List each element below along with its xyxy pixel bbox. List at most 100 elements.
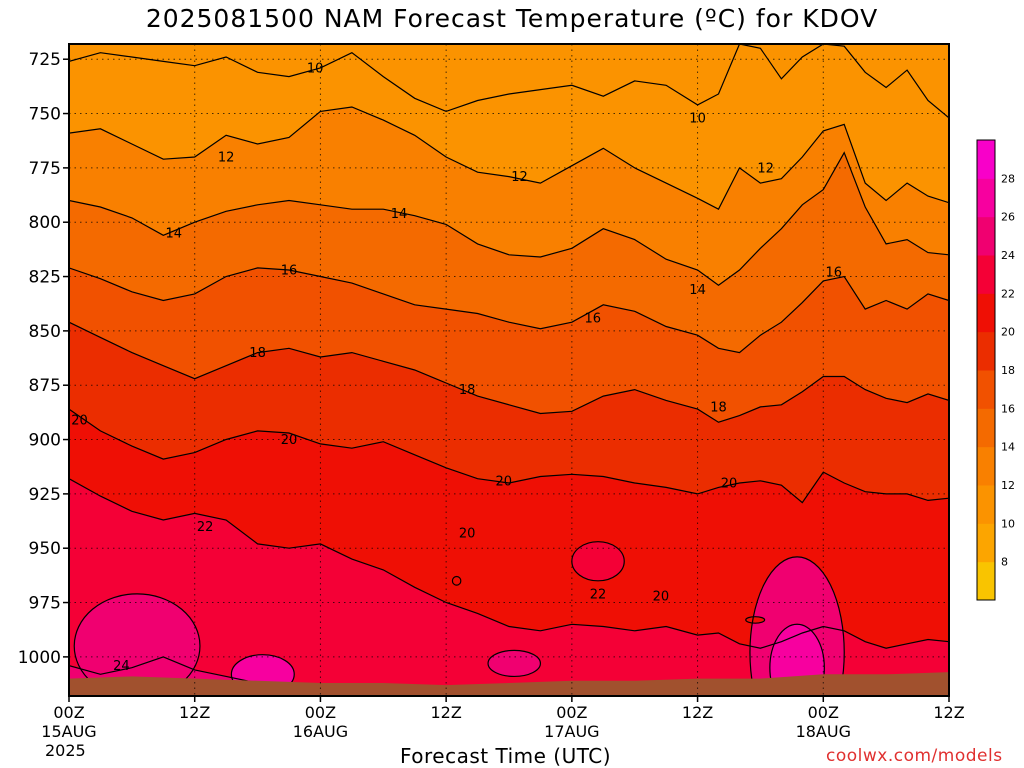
contour-label-12: 12 — [511, 170, 528, 185]
x-tick-date: 17AUG — [544, 722, 599, 741]
warm-pocket-outline-3 — [749, 556, 845, 696]
x-tick-label: 12Z — [179, 703, 210, 722]
colorbar-tick-label: 22 — [1001, 287, 1015, 300]
x-tick-date: 18AUG — [796, 722, 851, 741]
x-axis-title: Forecast Time (UTC) — [400, 744, 612, 768]
plot-frame — [68, 43, 950, 697]
cool-pocket-1 — [452, 576, 461, 586]
y-tick-label: 950 — [29, 539, 61, 559]
colorbar-tick-label: 12 — [1001, 479, 1015, 492]
warm-pocket-outline-4 — [769, 623, 825, 696]
contour-label-18: 18 — [249, 346, 266, 361]
contour-label-20: 20 — [495, 474, 512, 489]
colorbar-swatch — [977, 523, 995, 563]
contour-label-14: 14 — [689, 283, 706, 298]
colorbar-tick-label: 16 — [1001, 402, 1015, 415]
y-tick-label: 875 — [29, 376, 61, 396]
colorbar-swatch — [977, 216, 995, 256]
colorbar-swatch — [977, 446, 995, 486]
contour-line-10 — [69, 44, 949, 119]
contour-label-18: 18 — [710, 400, 727, 415]
colorbar-swatch — [977, 293, 995, 333]
y-tick-label: 825 — [29, 268, 61, 288]
colorbar-swatch — [977, 408, 995, 448]
x-tick-label: 12Z — [682, 703, 713, 722]
contour-label-14: 14 — [391, 207, 408, 222]
cool-pocket-outline-2 — [745, 616, 766, 624]
contour-label-20: 20 — [71, 413, 88, 428]
colorbar-swatch — [977, 140, 995, 179]
contour-label-16: 16 — [585, 311, 602, 326]
contour-labels: 10 10 12 12 12 14 14 14 16 16 16 18 18 18 20 20 20 20 20 20… — [71, 61, 842, 674]
cool-pocket-2 — [745, 616, 765, 624]
chart-title: 2025081500 NAM Forecast Temperature (ºC)… — [145, 4, 879, 33]
contour-label-14: 14 — [165, 227, 182, 242]
colorbar-swatch — [977, 255, 995, 294]
y-tick-label: 850 — [29, 322, 61, 342]
source-credit: coolwx.com/models — [826, 746, 1003, 766]
terrain-layer — [69, 672, 949, 696]
contour-label-12: 12 — [218, 151, 235, 166]
cool-pocket-0 — [571, 541, 625, 581]
y-tick-label: 800 — [29, 213, 61, 233]
colorbar-swatch — [977, 485, 995, 524]
x-tick-year: 2025 — [45, 741, 86, 760]
colorbar-swatch — [977, 561, 995, 601]
contour-label-20: 20 — [653, 590, 670, 605]
y-tick-label: 1000 — [18, 648, 61, 668]
contour-label-10: 10 — [307, 61, 324, 76]
contour-label-18: 18 — [459, 383, 476, 398]
contour-label-16: 16 — [825, 266, 842, 281]
x-tick-date: 15AUG — [41, 722, 96, 741]
contour-label-20: 20 — [459, 527, 476, 542]
contour-line-16 — [69, 267, 949, 354]
terrain-fill — [69, 672, 949, 696]
colorbar-swatch — [977, 370, 995, 409]
contour-label-10: 10 — [689, 111, 706, 126]
colorbar-swatch — [977, 331, 995, 371]
x-tick-label: 00Z — [53, 703, 84, 722]
x-tick-label: 00Z — [556, 703, 587, 722]
colorbar-tick-label: 20 — [1001, 326, 1015, 339]
x-tick-label: 12Z — [430, 703, 461, 722]
y-tick-label: 900 — [29, 431, 61, 451]
x-tick-label: 00Z — [808, 703, 839, 722]
temperature-fills — [69, 44, 949, 696]
y-axis: 725 750 775 800 825 850 875 900 925 950 975 1000 — [18, 50, 69, 668]
y-tick-label: 725 — [29, 50, 61, 70]
x-tick-date: 16AUG — [293, 722, 348, 741]
colorbar-tick-label: 28 — [1001, 172, 1015, 185]
contour-label-22: 22 — [197, 520, 214, 535]
colorbar-tick-label: 24 — [1001, 249, 1015, 262]
contour-label-22: 22 — [590, 587, 607, 602]
band-fill-22 — [69, 478, 949, 696]
colorbar-tick-label: 26 — [1001, 211, 1015, 224]
colorbar-swatch — [977, 178, 995, 218]
colorbar-tick-label: 10 — [1001, 517, 1015, 530]
contour-label-20: 20 — [281, 433, 298, 448]
colorbar-tick-label: 14 — [1001, 441, 1015, 454]
contour-label-20: 20 — [721, 477, 738, 492]
colorbar-frame — [976, 139, 996, 601]
warm-pocket-outline-0 — [73, 593, 201, 696]
colorbar-tick-label: 18 — [1001, 364, 1015, 377]
y-tick-label: 975 — [29, 594, 61, 614]
x-tick-label: 12Z — [933, 703, 964, 722]
y-tick-label: 750 — [29, 105, 61, 125]
colorbar: 8 10 12 14 16 18 20 22 24 26 28 — [976, 139, 1015, 601]
grid-lines — [69, 44, 949, 696]
x-tick-label: 00Z — [305, 703, 336, 722]
cool-pocket-outline-1 — [451, 575, 462, 586]
warm-pocket-2 — [488, 650, 541, 677]
y-tick-label: 925 — [29, 485, 61, 505]
contour-label-24: 24 — [113, 659, 130, 674]
contour-label-12: 12 — [757, 161, 774, 176]
warm-pocket-outline-2 — [487, 649, 542, 678]
warm-pocket-0 — [74, 593, 200, 696]
contour-label-16: 16 — [281, 264, 298, 279]
contour-line-22 — [69, 478, 949, 649]
contour-line-18 — [69, 321, 949, 423]
colorbar-tick-label: 8 — [1001, 556, 1008, 569]
